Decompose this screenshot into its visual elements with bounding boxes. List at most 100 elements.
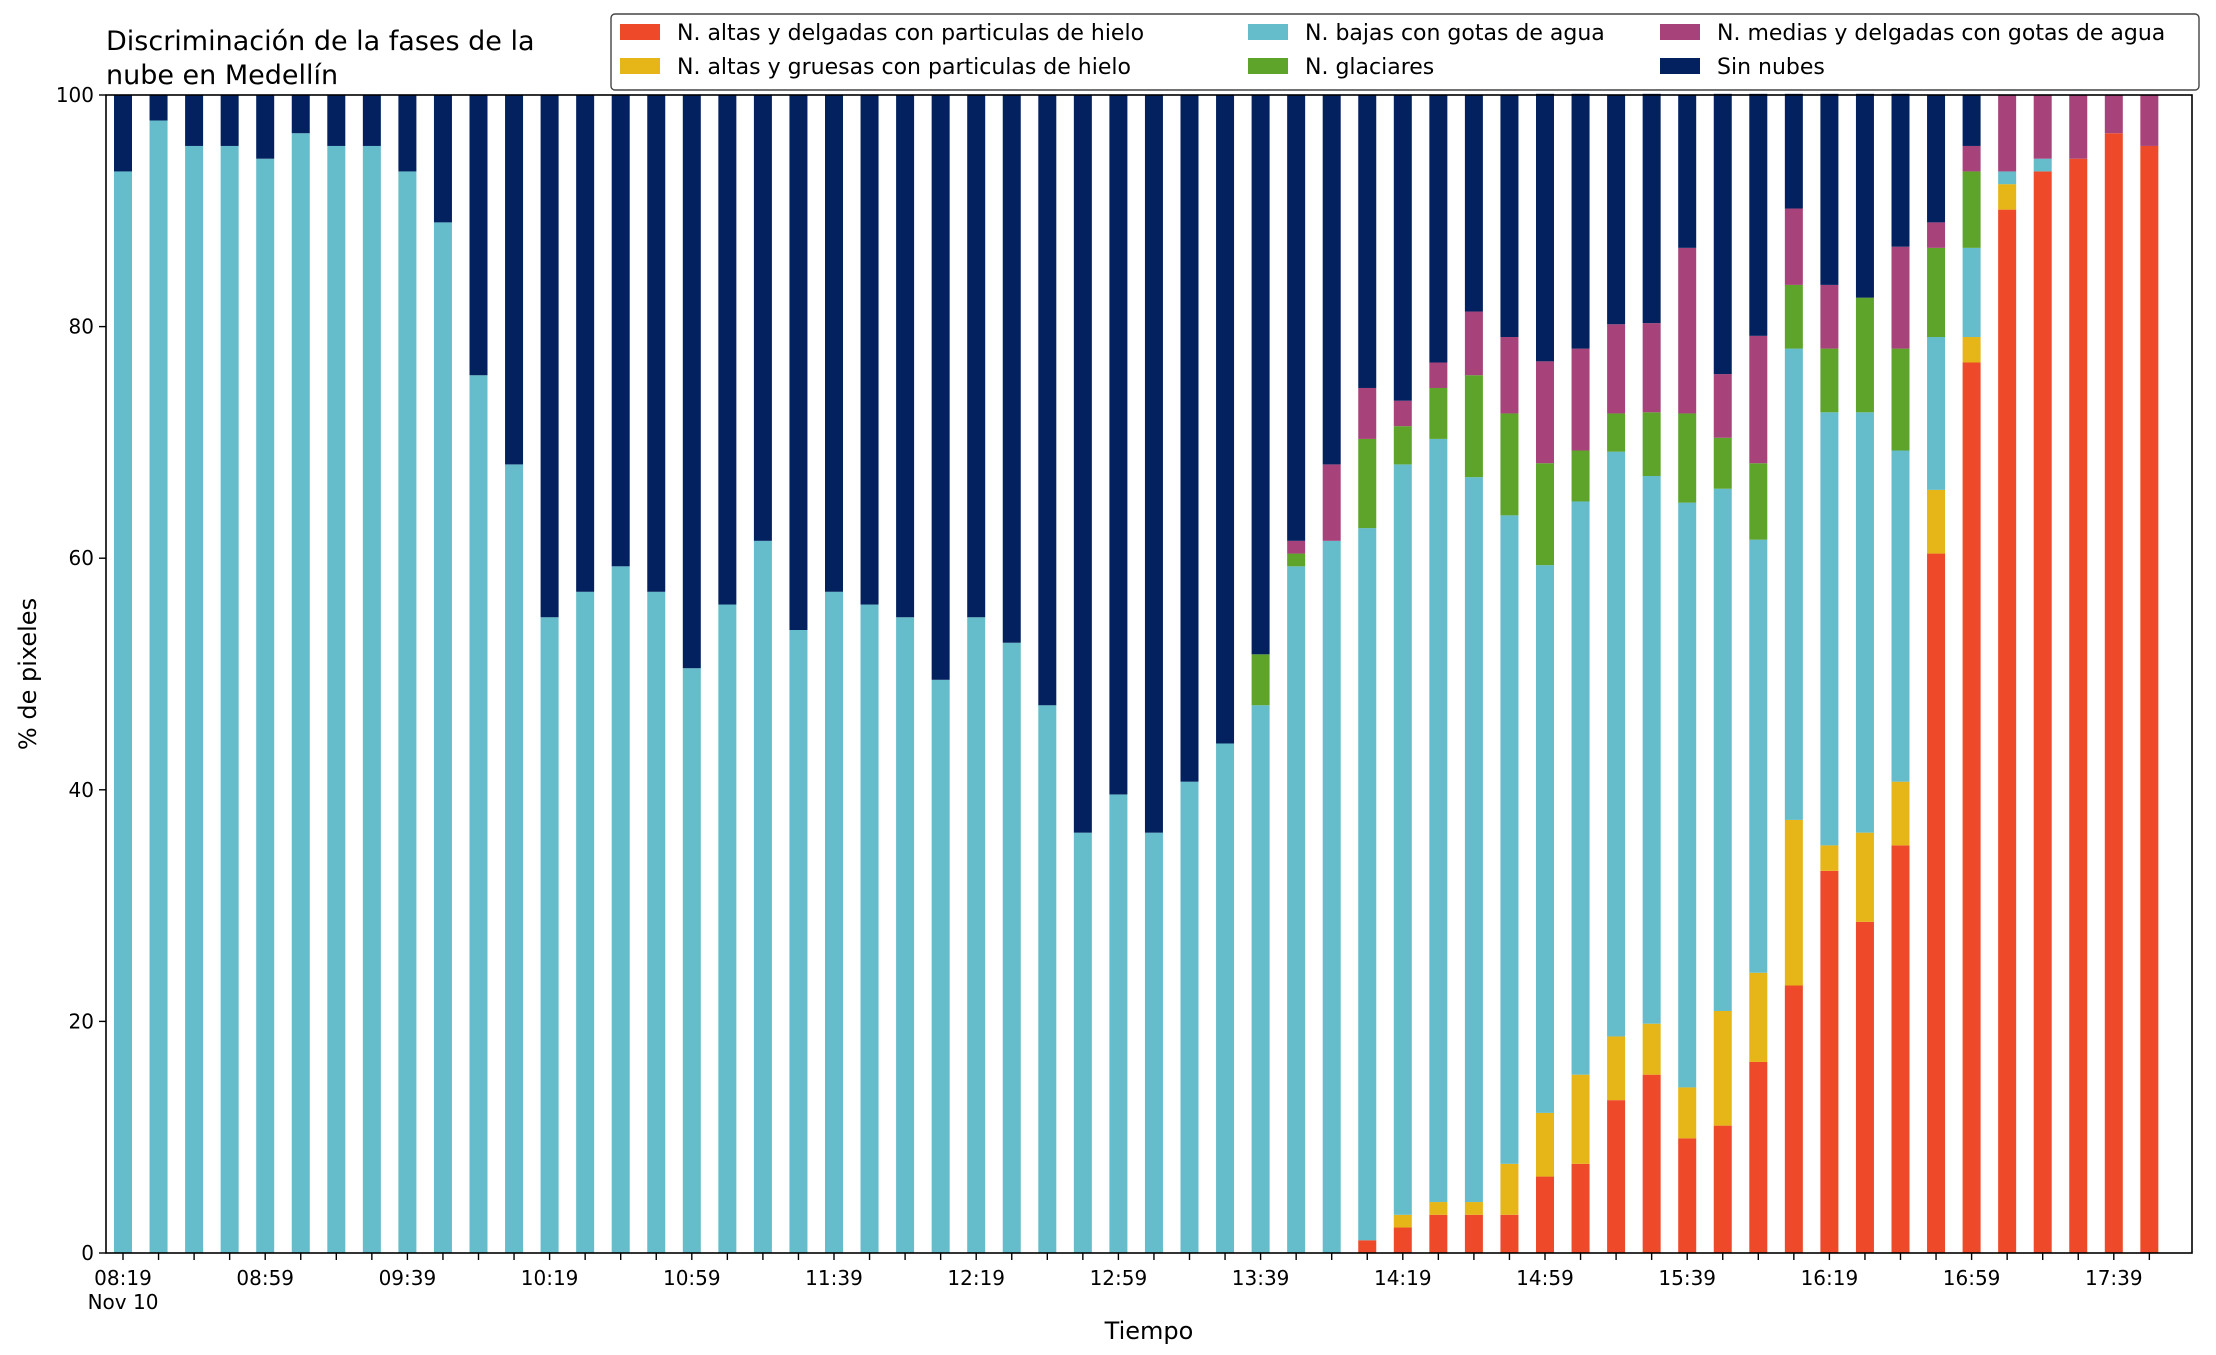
bar-44-series-1 <box>1678 1087 1697 1139</box>
bar-45-series-3 <box>1713 437 1732 489</box>
bar-51-series-0 <box>1927 553 1946 1253</box>
bar-53-series-0 <box>1998 209 2017 1253</box>
bar-43-series-2 <box>1642 475 1661 1024</box>
bar-5-series-5 <box>291 95 310 134</box>
bar-38-series-1 <box>1464 1202 1483 1215</box>
bar-32-series-3 <box>1251 654 1270 706</box>
x-tick-label: 08:19 <box>94 1266 152 1290</box>
bar-56-series-4 <box>2104 95 2123 134</box>
bar-0-series-2 <box>114 171 132 1254</box>
bar-53-series-2 <box>1998 171 2017 185</box>
bar-38-series-0 <box>1464 1214 1483 1253</box>
bar-42-series-5 <box>1607 95 1626 325</box>
bar-43-series-0 <box>1642 1074 1661 1253</box>
bar-21-series-2 <box>860 604 879 1253</box>
bar-41-series-2 <box>1571 501 1590 1075</box>
bar-40-series-4 <box>1536 361 1554 464</box>
bar-46-series-5 <box>1749 93 1768 336</box>
x-axis-label: Tiempo <box>1104 1317 1194 1345</box>
bar-31-series-2 <box>1216 743 1235 1253</box>
bar-52-series-3 <box>1962 171 1981 248</box>
bar-46-series-2 <box>1749 539 1768 973</box>
bar-54-series-2 <box>2033 158 2052 172</box>
bar-5-series-2 <box>291 133 310 1254</box>
bar-40-series-2 <box>1536 565 1554 1113</box>
bar-35-series-3 <box>1358 438 1377 529</box>
bar-53-series-1 <box>1998 184 2017 210</box>
x-tick-label: 16:59 <box>1943 1266 2001 1290</box>
bar-35-series-0 <box>1358 1240 1377 1253</box>
bar-4-series-5 <box>256 95 275 159</box>
bar-37-series-3 <box>1429 387 1448 439</box>
bar-43-series-1 <box>1642 1023 1661 1075</box>
bar-47-series-5 <box>1784 93 1803 209</box>
bar-54-series-0 <box>2033 171 2052 1254</box>
bar-42-series-2 <box>1607 451 1626 1037</box>
bar-21-series-5 <box>860 95 879 605</box>
bar-27-series-5 <box>1073 95 1092 833</box>
bar-45-series-0 <box>1713 1125 1732 1253</box>
bar-52-series-2 <box>1962 247 1981 338</box>
x-tick-label: 16:19 <box>1801 1266 1859 1290</box>
bar-7-series-5 <box>362 95 381 146</box>
bar-46-series-3 <box>1749 463 1768 540</box>
bar-8-series-2 <box>398 171 417 1254</box>
bar-24-series-5 <box>967 95 986 618</box>
bar-52-series-0 <box>1962 362 1981 1253</box>
plot-frame <box>105 94 2193 1254</box>
bar-43-series-4 <box>1642 323 1661 413</box>
bar-47-series-2 <box>1784 348 1803 820</box>
bar-57-series-4 <box>2140 95 2159 146</box>
legend-label: N. glaciares <box>1305 55 1434 80</box>
bar-44-series-5 <box>1678 95 1697 248</box>
bar-37-series-1 <box>1429 1202 1448 1215</box>
bar-12-series-5 <box>540 95 559 618</box>
bar-28-series-2 <box>1109 794 1128 1253</box>
bar-33-series-5 <box>1287 95 1306 541</box>
bar-45-series-4 <box>1713 374 1732 438</box>
bar-49-series-5 <box>1855 93 1874 298</box>
chart-title-line-1: Discriminación de la fases de la <box>106 26 535 57</box>
bar-41-series-0 <box>1571 1163 1590 1253</box>
bar-29-series-2 <box>1144 832 1163 1253</box>
bar-6-series-2 <box>327 145 346 1254</box>
bar-20-series-5 <box>825 95 843 592</box>
bar-10-series-2 <box>469 375 488 1253</box>
y-tick-label: 20 <box>69 1009 94 1033</box>
legend-swatch <box>1248 24 1288 40</box>
bar-42-series-1 <box>1607 1036 1626 1101</box>
bar-40-series-3 <box>1536 463 1554 566</box>
bar-32-series-2 <box>1251 705 1270 1253</box>
bar-3-series-2 <box>220 145 239 1254</box>
bar-38-series-4 <box>1464 311 1483 376</box>
bar-36-series-3 <box>1393 426 1412 465</box>
bar-15-series-2 <box>647 591 666 1253</box>
legend-label: Sin nubes <box>1717 55 1825 80</box>
bar-14-series-5 <box>611 95 630 567</box>
bar-52-series-1 <box>1962 337 1981 363</box>
bar-55-series-0 <box>2069 158 2088 1254</box>
bar-22-series-5 <box>896 95 915 618</box>
bar-41-series-1 <box>1571 1074 1590 1164</box>
bar-49-series-2 <box>1855 412 1874 833</box>
legend-box <box>610 13 2200 91</box>
y-tick-label: 40 <box>69 778 94 802</box>
bar-34-series-4 <box>1322 464 1341 541</box>
bar-44-series-2 <box>1678 502 1697 1088</box>
bar-43-series-3 <box>1642 412 1661 476</box>
bar-34-series-2 <box>1322 540 1341 1253</box>
x-tick-label: 10:59 <box>663 1266 721 1290</box>
bar-40-series-1 <box>1536 1112 1554 1177</box>
legend-label: N. medias y delgadas con gotas de agua <box>1717 21 2165 46</box>
bar-45-series-5 <box>1713 93 1732 375</box>
bar-45-series-2 <box>1713 488 1732 1011</box>
bar-33-series-4 <box>1287 540 1306 554</box>
bar-marks <box>114 93 2159 1254</box>
y-tick-label: 80 <box>69 315 94 339</box>
y-tick-label: 60 <box>69 546 94 570</box>
bar-37-series-5 <box>1429 95 1448 363</box>
x-tick-label: 10:19 <box>521 1266 579 1290</box>
bar-48-series-3 <box>1820 348 1839 413</box>
bar-51-series-2 <box>1927 337 1946 490</box>
bar-47-series-4 <box>1784 208 1803 285</box>
